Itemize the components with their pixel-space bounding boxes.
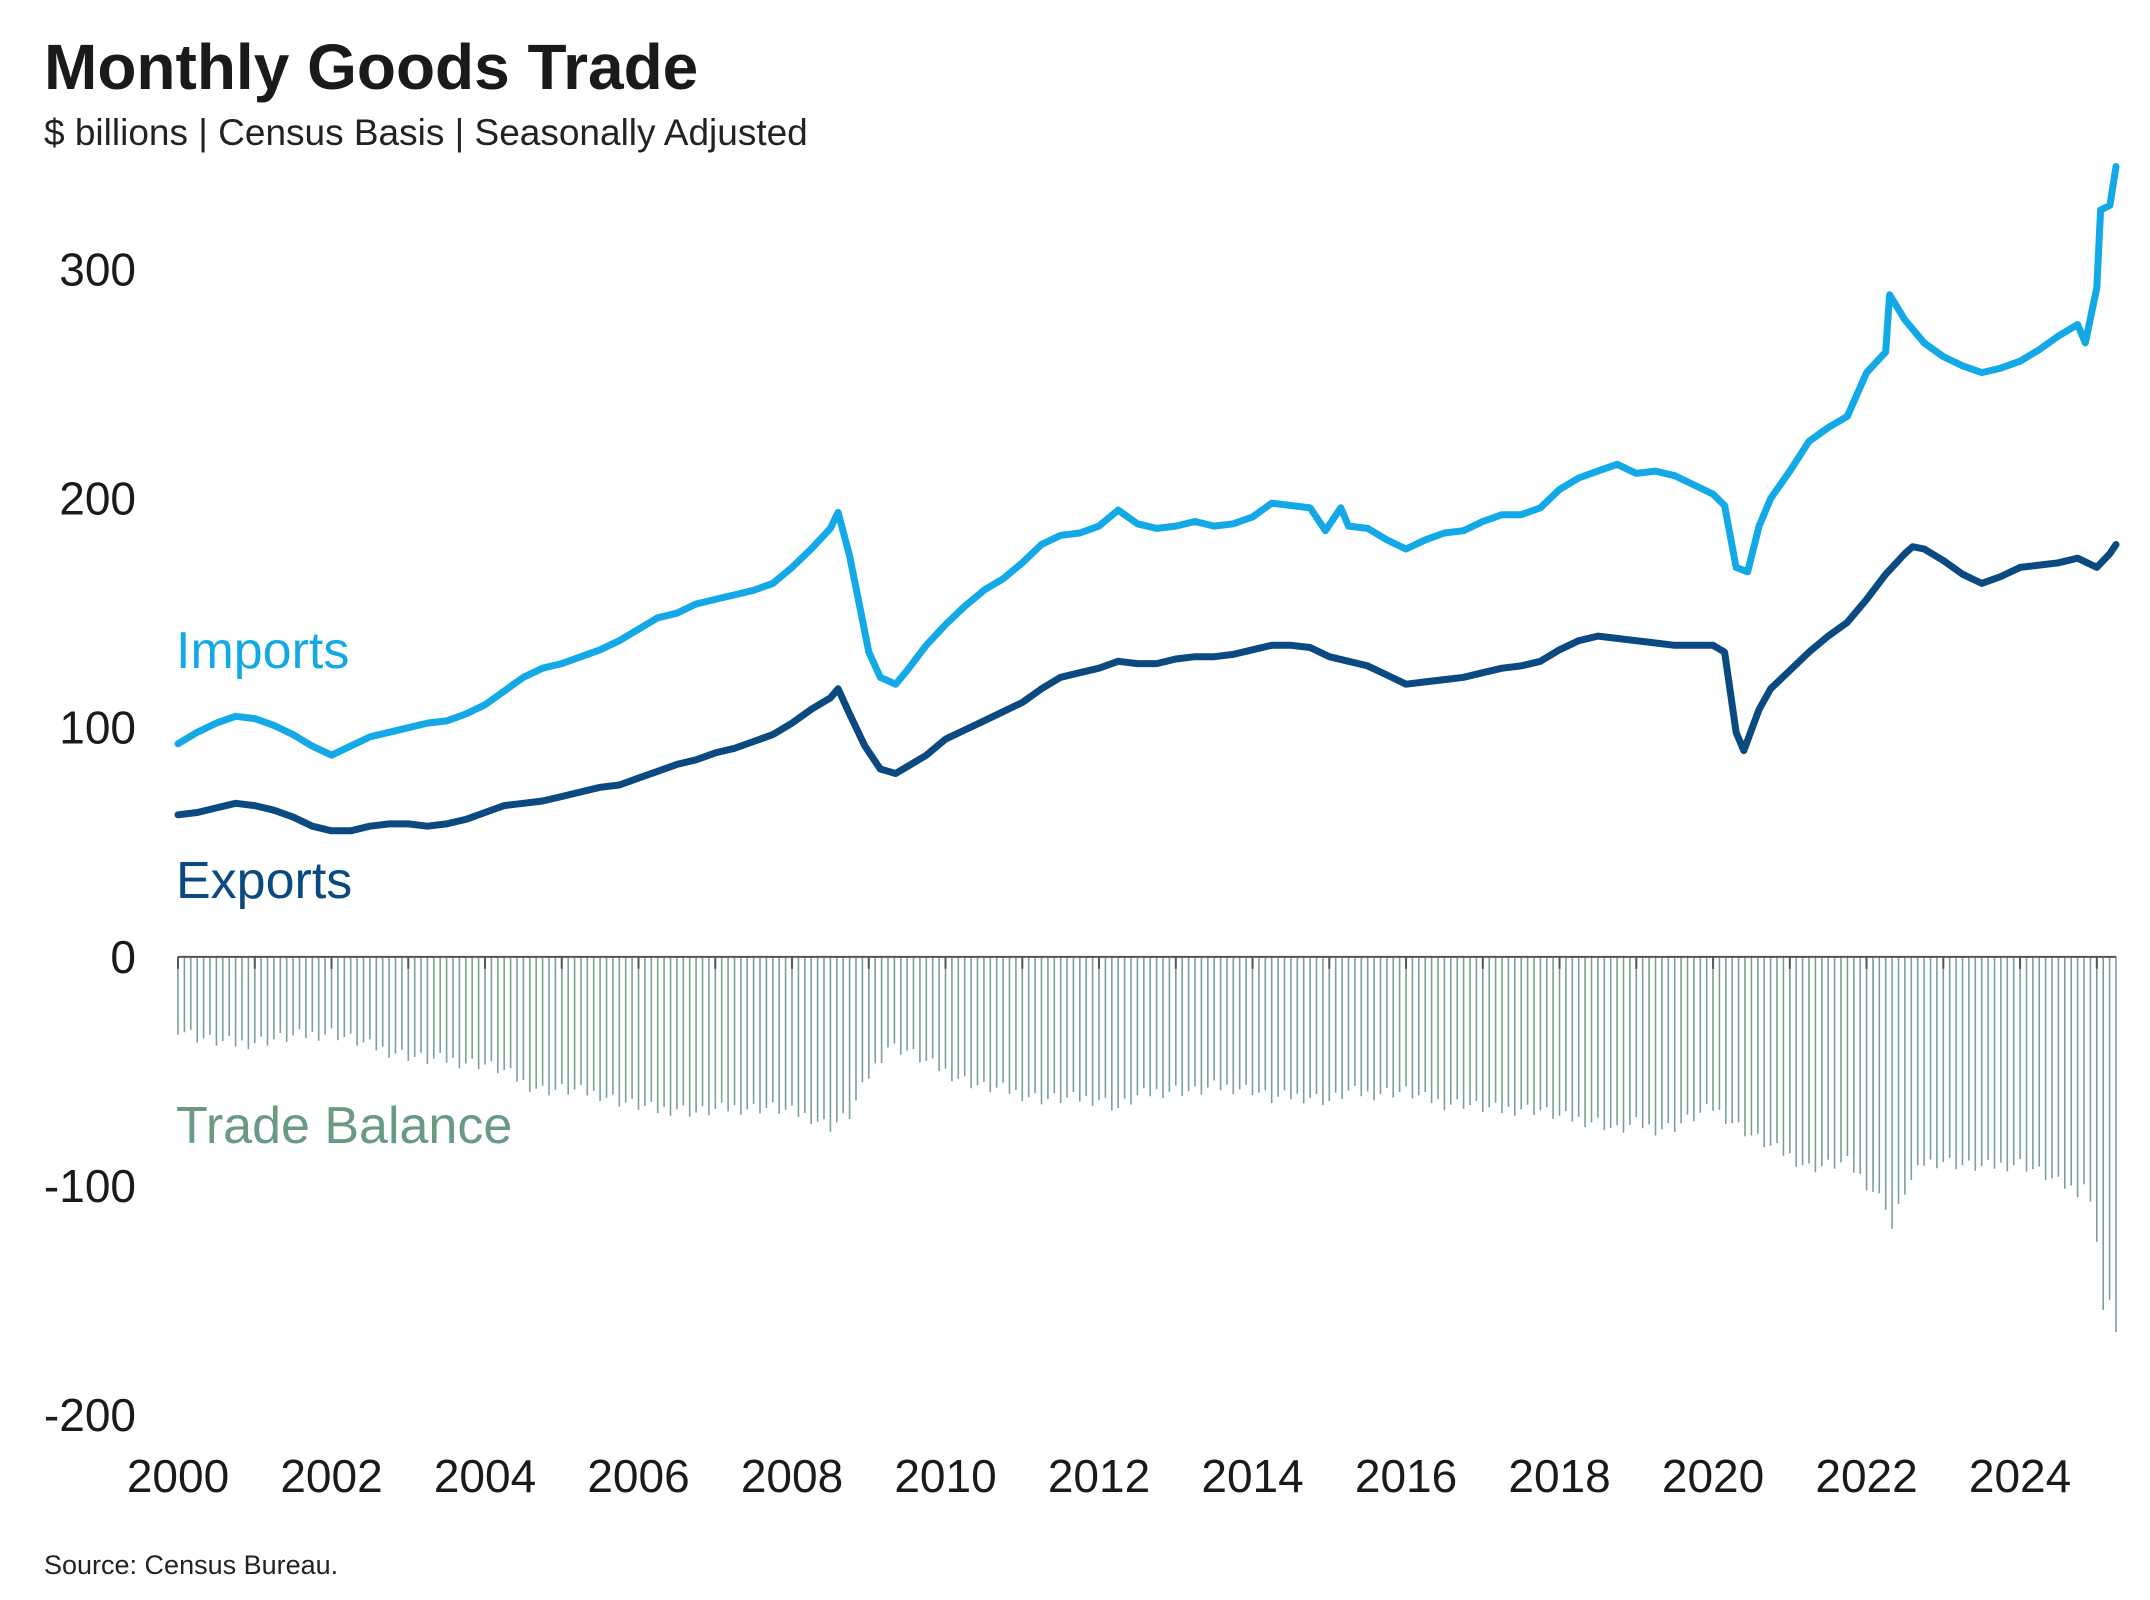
x-tick-label: 2022 — [1815, 1450, 1917, 1502]
x-tick-label: 2002 — [280, 1450, 382, 1502]
trade-balance-bars — [177, 956, 2117, 1333]
x-tick-label: 2004 — [434, 1450, 536, 1502]
chart-subtitle: $ billions | Census Basis | Seasonally A… — [44, 112, 808, 153]
x-tick-label: 2018 — [1508, 1450, 1610, 1502]
exports-label: Exports — [176, 852, 352, 910]
x-tick-label: 2012 — [1048, 1450, 1150, 1502]
x-tick-marks — [177, 956, 2098, 969]
x-tick-label: 2010 — [894, 1450, 996, 1502]
x-tick-label: 2016 — [1355, 1450, 1457, 1502]
x-tick-label: 2006 — [587, 1450, 689, 1502]
y-tick-label: 100 — [59, 702, 136, 754]
imports-label: Imports — [176, 622, 349, 680]
y-tick-label: 0 — [110, 931, 136, 983]
series-labels: Imports Exports Trade Balance — [176, 622, 512, 1155]
chart-title: Monthly Goods Trade — [44, 31, 699, 103]
y-axis: -200 -100 0 100 200 300 — [44, 244, 136, 1441]
x-tick-label: 2014 — [1201, 1450, 1303, 1502]
series-lines — [174, 163, 2120, 835]
x-axis: 2000 2002 2004 2006 2008 2010 2012 2014 2016 2018… — [127, 1450, 2071, 1502]
y-tick-label: -200 — [44, 1389, 136, 1441]
x-tick-label: 2020 — [1662, 1450, 1764, 1502]
chart-source: Source: Census Bureau. — [44, 1550, 339, 1580]
x-tick-label: 2000 — [127, 1450, 229, 1502]
trade-balance-label: Trade Balance — [176, 1097, 512, 1155]
x-tick-label: 2024 — [1969, 1450, 2071, 1502]
x-tick-label: 2008 — [741, 1450, 843, 1502]
imports-line — [174, 163, 2120, 759]
y-tick-label: -100 — [44, 1160, 136, 1212]
y-tick-label: 300 — [59, 244, 136, 296]
y-tick-label: 200 — [59, 473, 136, 525]
exports-line — [174, 541, 2120, 835]
